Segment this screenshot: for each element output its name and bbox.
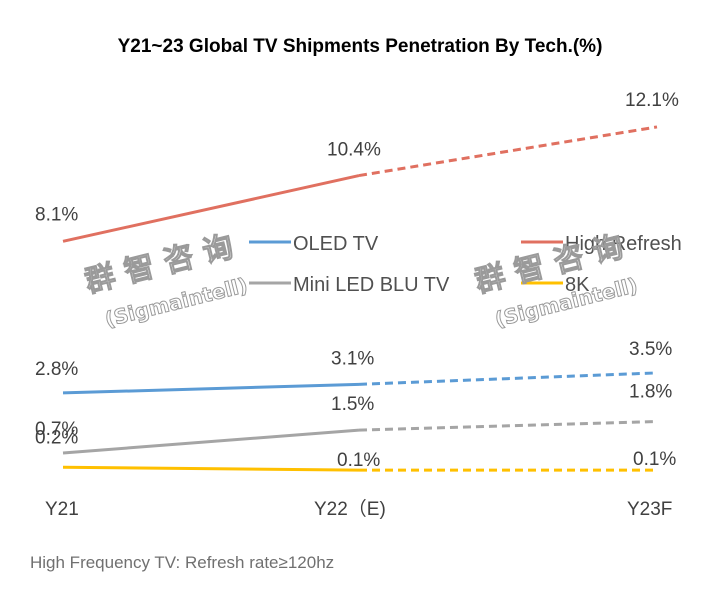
data-label: 8.1%	[35, 204, 78, 225]
data-label: 12.1%	[625, 90, 679, 111]
series-mini-led-blu-tv	[62, 420, 658, 455]
series-high-refresh	[62, 125, 658, 243]
data-label: 0.1%	[337, 450, 380, 471]
x-axis-ticks: Y21 Y22（E) Y23F	[45, 498, 672, 520]
legend-item: High Refresh	[521, 233, 682, 255]
legend-label: OLED TV	[293, 233, 379, 255]
data-label: 1.5%	[331, 394, 374, 415]
legend-label: High Refresh	[565, 233, 682, 255]
series-segment	[62, 465, 360, 472]
series-oled-tv	[62, 371, 658, 395]
watermark-stamp: 群 智 咨 询(Sigmaintell)	[81, 229, 250, 332]
x-tick-label: Y23F	[627, 499, 672, 520]
series-segment	[358, 420, 658, 432]
legend-item: OLED TV	[249, 233, 379, 255]
legend-item: Mini LED BLU TV	[249, 274, 450, 296]
data-label: 1.8%	[629, 382, 672, 403]
series-8k	[62, 465, 657, 472]
series-segment	[62, 174, 360, 243]
data-label: 0.2%	[35, 427, 78, 448]
footnote: High Frequency TV: Refresh rate≥120hz	[30, 553, 334, 572]
series-segment	[62, 382, 360, 395]
data-label: 0.1%	[633, 449, 676, 470]
series-segment	[358, 371, 658, 386]
chart-title: Y21~23 Global TV Shipments Penetration B…	[118, 36, 603, 57]
series-segment	[358, 125, 658, 178]
watermark-stamp: 群 智 咨 询(Sigmaintell)	[471, 229, 640, 332]
series-segment	[62, 428, 360, 455]
data-label: 2.8%	[35, 359, 78, 380]
legend-label: Mini LED BLU TV	[293, 274, 450, 296]
legend-label: 8K	[565, 274, 590, 296]
data-label: 0.7%	[35, 419, 78, 440]
data-label: 10.4%	[327, 140, 381, 161]
legend: OLED TV High Refresh Mini LED BLU TV 8K	[249, 233, 682, 296]
x-tick-label: Y21	[45, 499, 79, 520]
data-labels: 2.8% 3.1% 3.5% 8.1% 10.4% 12.1% 0.7% 1.5% 1.8% 0.…	[35, 90, 679, 471]
legend-item: 8K	[521, 274, 590, 296]
data-label: 3.5%	[629, 339, 672, 360]
data-label: 3.1%	[331, 348, 374, 369]
series-layer	[62, 125, 658, 472]
x-tick-label: Y22（E)	[314, 498, 386, 520]
